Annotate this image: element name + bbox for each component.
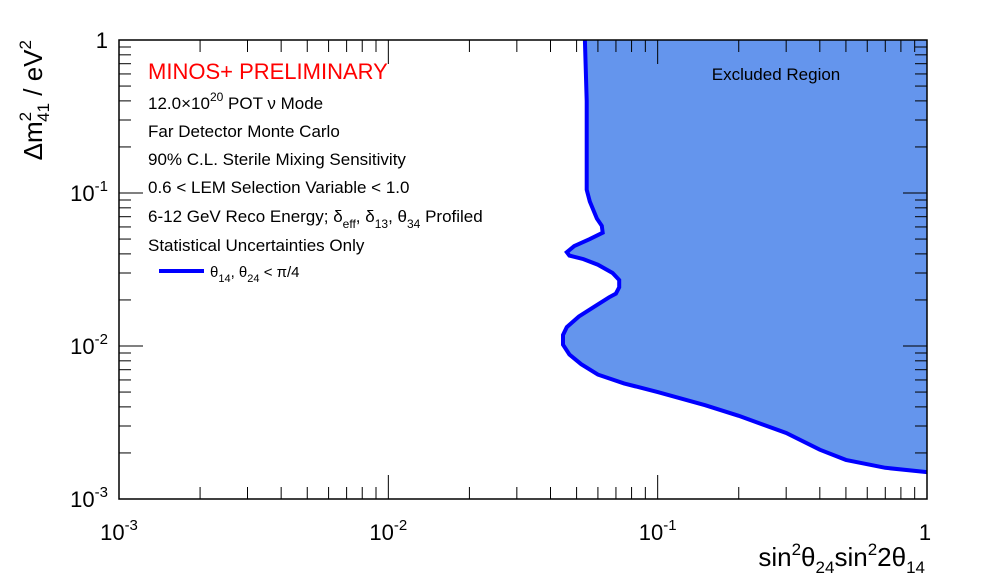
axis-ticks xyxy=(118,40,927,500)
y-axis-label: Δm241 / eV2 xyxy=(16,40,53,160)
x-tick-label: 10-2 xyxy=(369,517,407,545)
x-tick-label: 10-1 xyxy=(639,517,677,545)
lem-annotation: 0.6 < LEM Selection Variable < 1.0 xyxy=(148,178,409,197)
plot-frame xyxy=(118,39,928,500)
energy-annotation: 6-12 GeV Reco Energy; δeff, δ13, θ34 Pro… xyxy=(148,207,483,231)
excluded-region-label: Excluded Region xyxy=(712,65,841,84)
legend-label: θ14, θ24 < π/4 xyxy=(210,264,300,285)
y-tick-labels: 10-3 10-2 10-1 1 xyxy=(70,28,108,512)
y-tick-label: 10-2 xyxy=(70,331,108,359)
x-tick-labels: 10-3 10-2 10-1 1 xyxy=(100,517,931,545)
plot-area xyxy=(561,39,928,475)
annotation-block: MINOS+ PRELIMINARY 12.0×1020 POT ν Mode … xyxy=(148,59,483,255)
x-axis-label: sin2θ24sin22θ14 xyxy=(758,540,925,574)
detector-annotation: Far Detector Monte Carlo xyxy=(148,122,340,141)
x-tick-label: 10-3 xyxy=(100,517,138,545)
cl-annotation: 90% C.L. Sterile Mixing Sensitivity xyxy=(148,150,406,169)
uncertainty-annotation: Statistical Uncertainties Only xyxy=(148,236,365,255)
y-tick-label: 1 xyxy=(96,28,108,53)
excluded-region-fill xyxy=(563,40,927,473)
preliminary-title: MINOS+ PRELIMINARY xyxy=(148,59,388,84)
sensitivity-contour xyxy=(561,39,928,475)
pot-annotation: 12.0×1020 POT ν Mode xyxy=(148,90,323,113)
legend: θ14, θ24 < π/4 xyxy=(159,264,300,285)
y-tick-label: 10-3 xyxy=(70,484,108,512)
x-tick-label: 1 xyxy=(919,520,931,545)
y-tick-label: 10-1 xyxy=(70,178,108,206)
